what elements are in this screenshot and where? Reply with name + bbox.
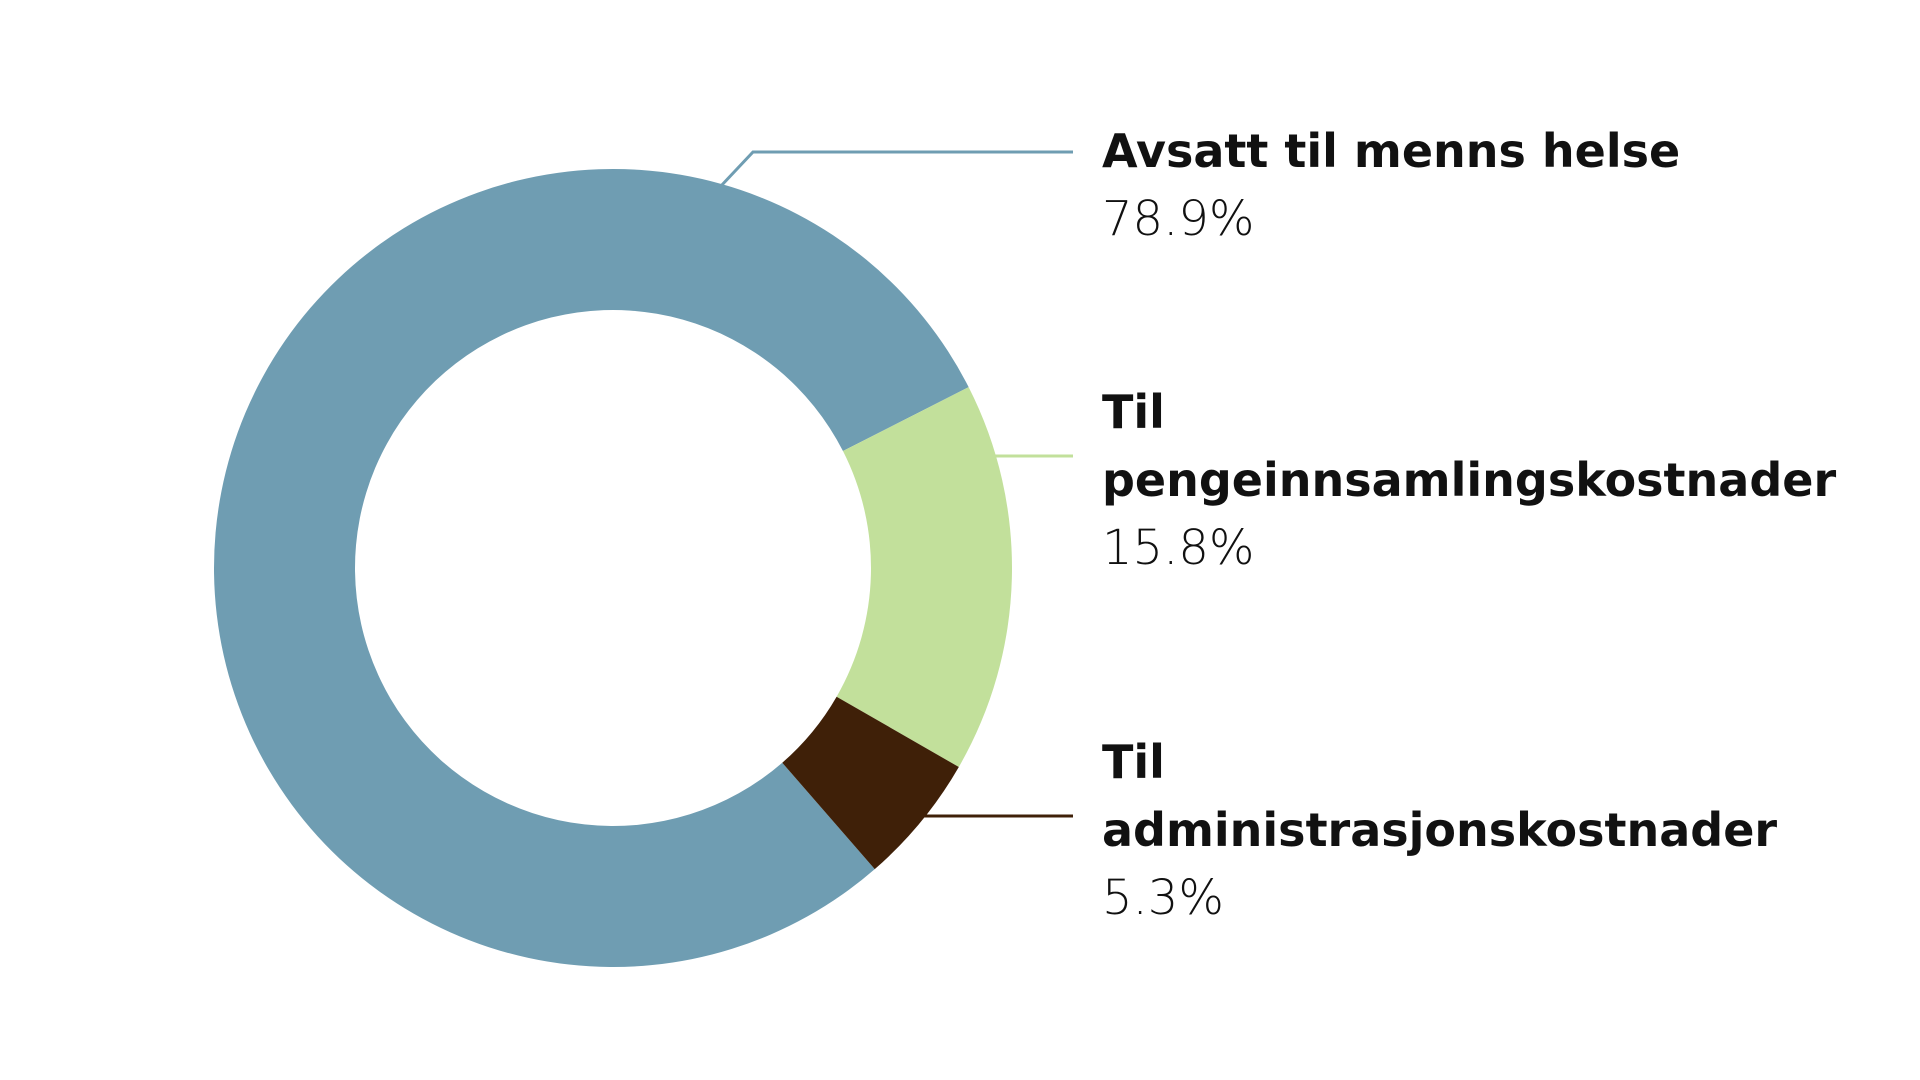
- donut-slice: [213, 169, 969, 968]
- value-label: 78.9%: [1102, 191, 1255, 247]
- donut-slice: [836, 387, 1012, 768]
- slice-label: Til administrasjonskostnader 5.3%: [1102, 728, 1822, 932]
- donut-slice: [782, 696, 959, 870]
- category-label: Til administrasjonskostnader: [1102, 735, 1778, 857]
- category-label: Til pengeinnsamlingskostnader: [1102, 385, 1837, 507]
- value-label: 15.8%: [1102, 520, 1255, 576]
- slice-label: Til pengeinnsamlingskostnader 15.8%: [1102, 378, 1837, 582]
- leader-line: [718, 150, 1073, 189]
- slice-label: Avsatt til menns helse 78.9%: [1102, 117, 1822, 253]
- value-label: 5.3%: [1102, 870, 1224, 926]
- category-label: Avsatt til menns helse: [1102, 124, 1681, 178]
